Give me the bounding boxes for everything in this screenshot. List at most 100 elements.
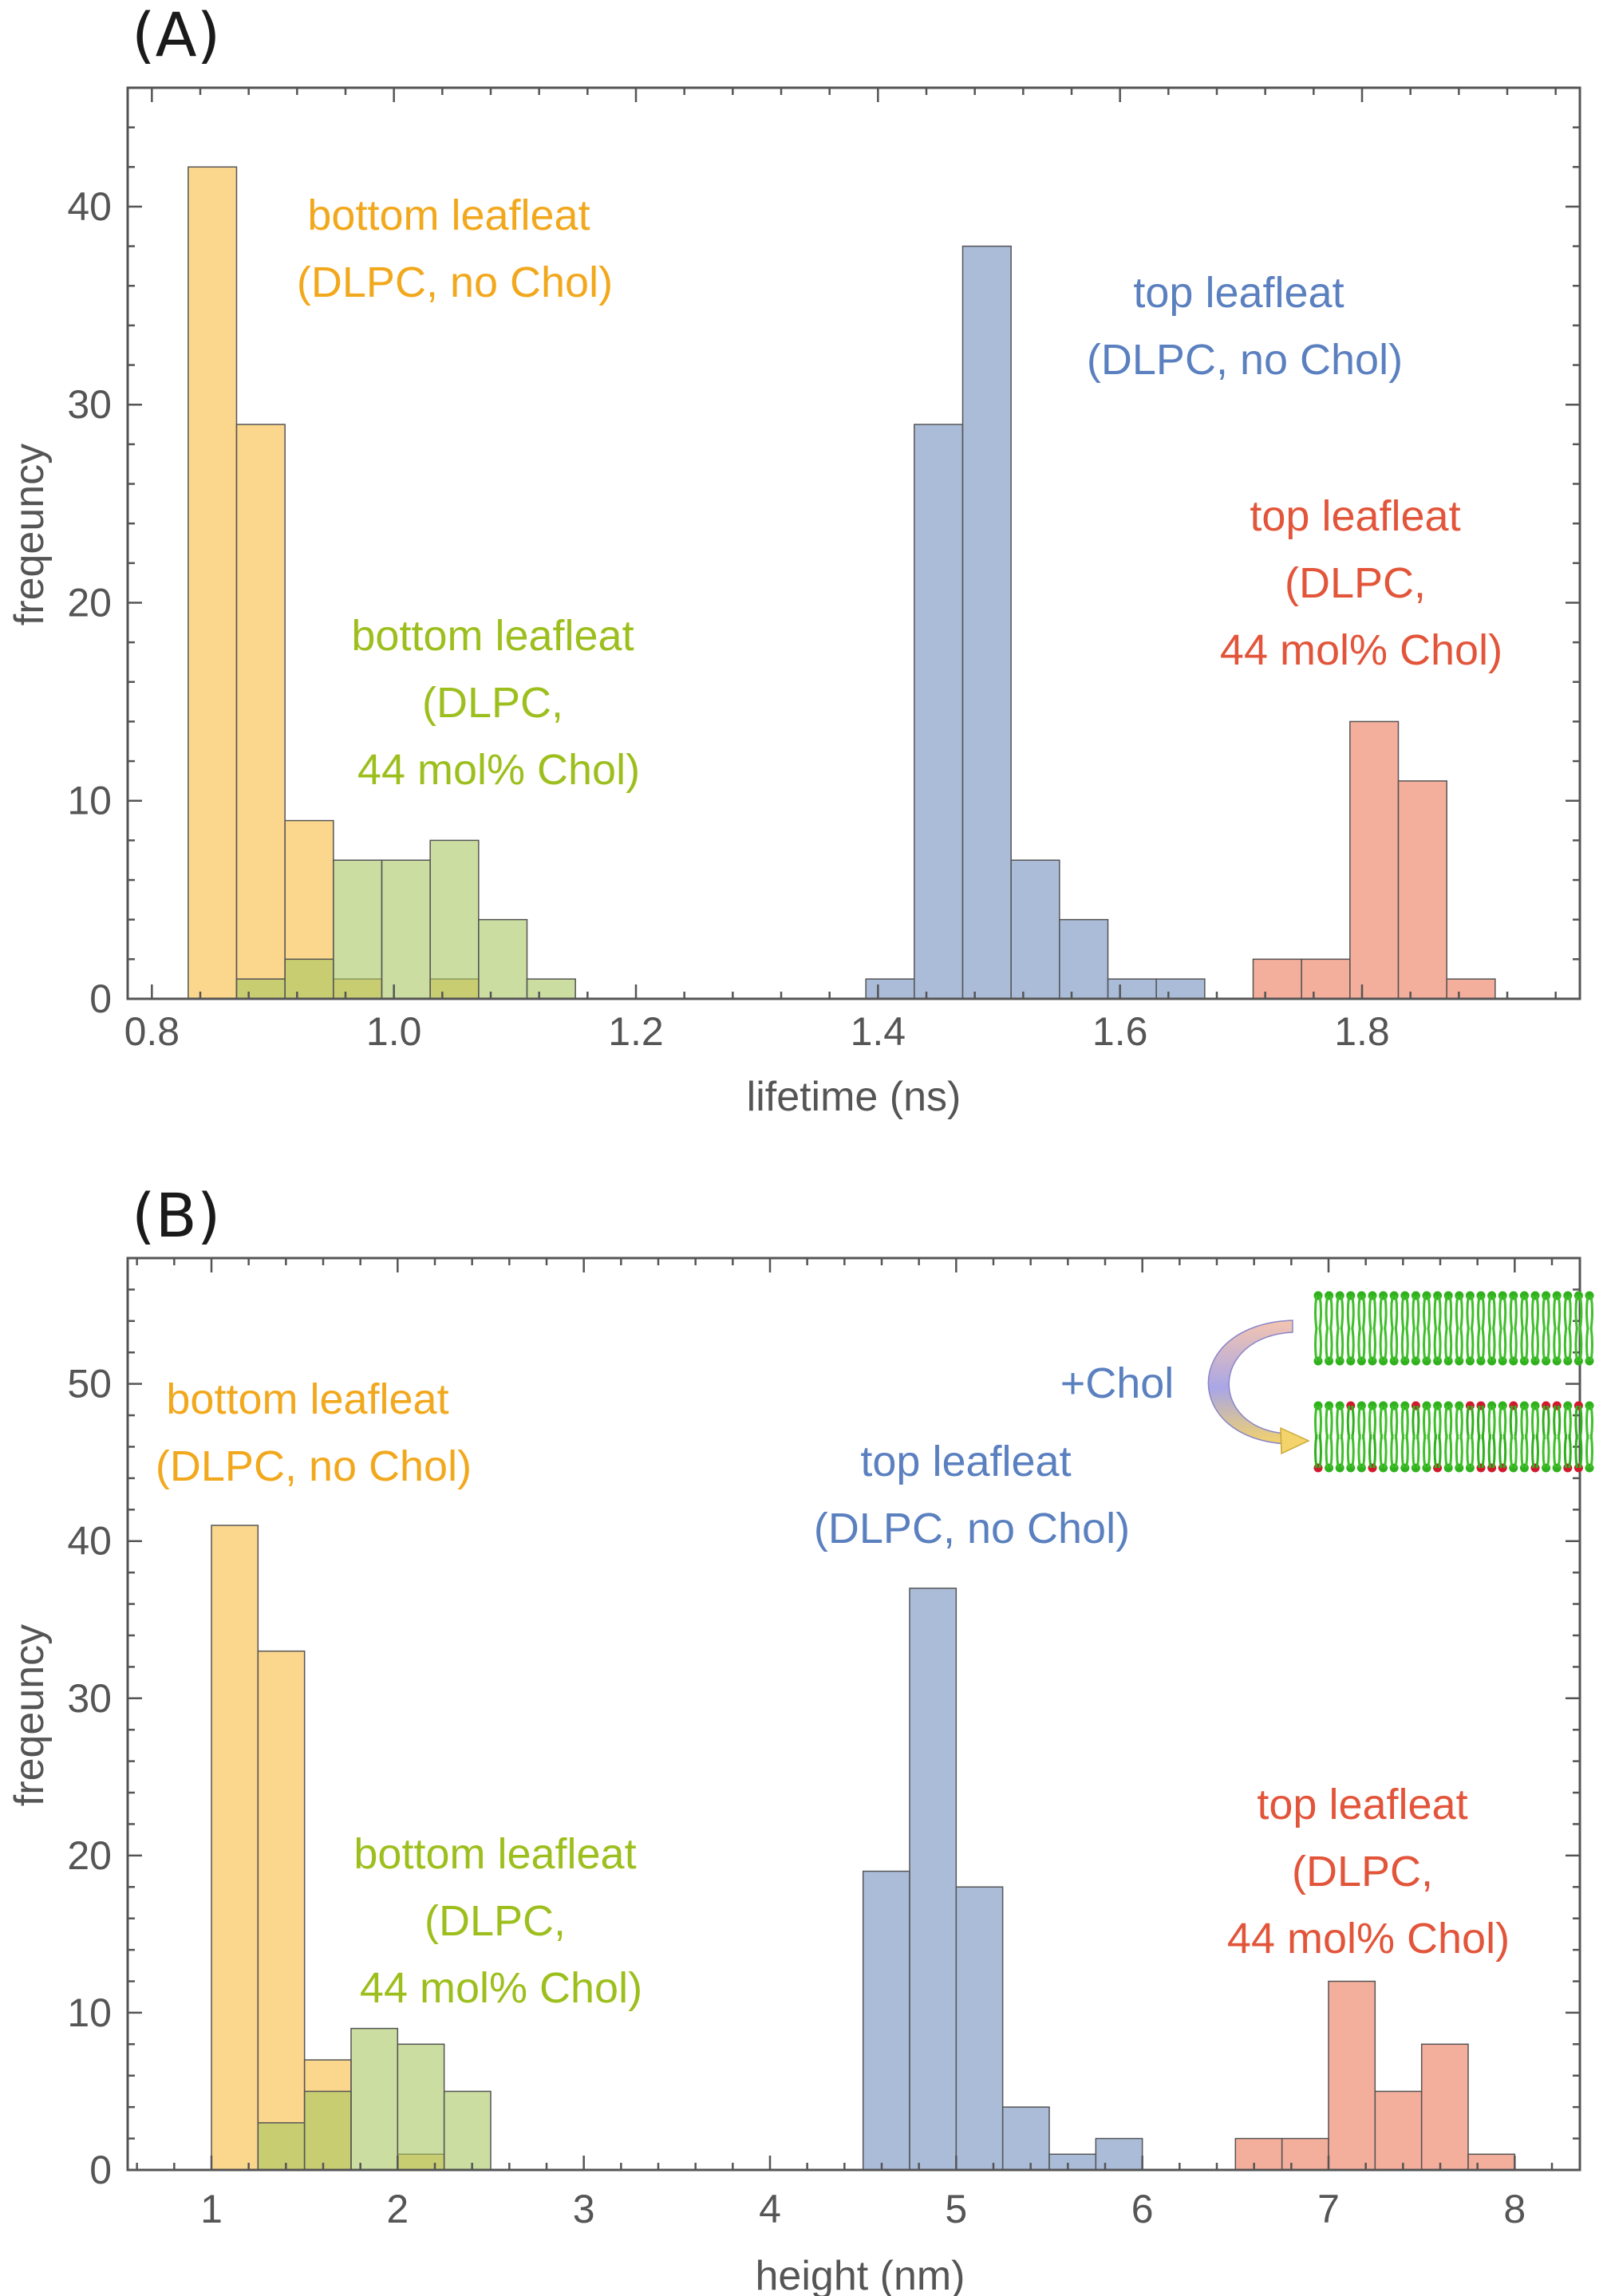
- histogram-bar: [284, 958, 334, 1000]
- lipid-tail: [1466, 1434, 1475, 1469]
- lipid-tail: [1542, 1434, 1550, 1469]
- lipid-tail: [1574, 1405, 1583, 1440]
- panel-b-bars: [211, 1525, 1516, 2171]
- lipid-tail: [1444, 1295, 1453, 1330]
- lipid-tail: [1400, 1327, 1409, 1362]
- lipid-tail: [1455, 1434, 1463, 1469]
- panel-b-annotation-orange: bottom leafleat (DLPC, no Chol): [156, 1375, 472, 1490]
- lipid-tail: [1346, 1434, 1355, 1469]
- lipid-tail: [1368, 1405, 1376, 1440]
- panel-a-annotation-blue: top leafleat (DLPC, no Chol): [1087, 269, 1403, 384]
- annotation-line: (DLPC,: [424, 1897, 566, 1945]
- panel-a-frame: [126, 86, 1581, 1000]
- histogram-bar: [1301, 958, 1351, 1000]
- annotation-line: bottom leafleat: [353, 1830, 636, 1878]
- panel-a-annotation-orange: bottom leafleat (DLPC, no Chol): [297, 191, 613, 306]
- histogram-bar: [1010, 859, 1060, 1000]
- lipid-tail: [1336, 1327, 1344, 1362]
- lipid-tail: [1553, 1295, 1562, 1330]
- histogram-bar: [1048, 2153, 1097, 2171]
- annotation-line: (DLPC,: [422, 679, 563, 727]
- x-tick-label: 0.8: [124, 1009, 180, 1054]
- annotation-line: 44 mol% Chol): [357, 746, 640, 794]
- lipid-tail: [1455, 1295, 1463, 1330]
- lipid-tail: [1400, 1405, 1409, 1440]
- lipid-tail: [1368, 1434, 1376, 1469]
- lipid-tail: [1412, 1295, 1420, 1330]
- lipid-tail: [1509, 1295, 1518, 1330]
- lipid-tail: [1553, 1327, 1562, 1362]
- histogram-bar: [235, 978, 286, 1000]
- histogram-bar: [1397, 780, 1447, 1000]
- y-tick-label: 20: [67, 1833, 112, 1878]
- panel-a-bars: [188, 166, 1496, 1000]
- histogram-bar: [1374, 2090, 1423, 2171]
- lipid-tail: [1466, 1295, 1475, 1330]
- histogram-bar: [257, 2122, 306, 2171]
- lipid-tail: [1412, 1405, 1420, 1440]
- lipid-tail: [1379, 1405, 1388, 1440]
- annotation-line: (DLPC, no Chol): [1087, 336, 1403, 384]
- lipid-tail: [1433, 1405, 1442, 1440]
- panel-b-ticks: 1 2 3 4 5 6 7 8 0 10 20 30 40 50: [67, 1256, 1580, 2231]
- histogram-bar: [443, 2090, 492, 2171]
- lipid-tail: [1346, 1295, 1355, 1330]
- lipid-tail: [1390, 1295, 1399, 1330]
- lipid-tail: [1466, 1405, 1475, 1440]
- membrane-with-chol-icon: [1313, 1401, 1594, 1473]
- histogram-bar: [1349, 720, 1400, 1000]
- histogram-bar: [909, 1588, 957, 2171]
- lipid-tail: [1531, 1295, 1539, 1330]
- annotation-line: top leafleat: [1133, 269, 1344, 317]
- lipid-tail: [1498, 1295, 1507, 1330]
- lipid-tail: [1542, 1405, 1550, 1440]
- panel-a-annotation-green: bottom leafleat (DLPC, 44 mol% Chol): [351, 612, 646, 794]
- annotation-line: (DLPC,: [1285, 559, 1426, 607]
- lipid-tail: [1498, 1327, 1507, 1362]
- annotation-line: bottom leafleat: [307, 191, 590, 239]
- lipid-tail: [1520, 1295, 1529, 1330]
- panel-b-annotation-green: bottom leafleat (DLPC, 44 mol% Chol): [353, 1830, 648, 2012]
- lipid-tail: [1553, 1434, 1562, 1469]
- membrane-inset: +Chol: [1060, 1291, 1594, 1473]
- lipid-tail: [1509, 1327, 1518, 1362]
- histogram-bar: [350, 2027, 399, 2171]
- y-tick-label: 30: [67, 382, 112, 427]
- panel-a-xlabel: lifetime (ns): [747, 1074, 961, 1120]
- histogram-bar: [235, 424, 286, 1000]
- lipid-tail: [1357, 1327, 1366, 1362]
- annotation-line: top leafleat: [1250, 492, 1460, 540]
- lipid-tail: [1487, 1327, 1496, 1362]
- lipid-tail: [1444, 1327, 1453, 1362]
- x-tick-label: 1.4: [851, 1009, 906, 1054]
- lipid-tail: [1520, 1434, 1529, 1469]
- y-tick-label: 30: [67, 1676, 112, 1721]
- annotation-line: 44 mol% Chol): [1220, 626, 1502, 674]
- arrow-head-icon: [1280, 1426, 1310, 1455]
- lipid-tail: [1477, 1327, 1485, 1362]
- lipid-tail: [1423, 1434, 1431, 1469]
- histogram-bar: [862, 1870, 910, 2171]
- annotation-line: 44 mol% Chol): [1227, 1915, 1510, 1963]
- lipid-tail: [1455, 1327, 1463, 1362]
- x-tick-label: 4: [759, 2187, 781, 2231]
- lipid-tail: [1542, 1327, 1550, 1362]
- lipid-tail: [1346, 1405, 1355, 1440]
- annotation-line: bottom leafleat: [166, 1375, 448, 1423]
- y-tick-label: 0: [89, 2148, 112, 2192]
- lipid-tail: [1336, 1295, 1344, 1330]
- lipid-tail: [1553, 1405, 1562, 1440]
- lipid-tail: [1379, 1434, 1388, 1469]
- lipid-tail: [1400, 1295, 1409, 1330]
- lipid-tail: [1563, 1327, 1572, 1362]
- y-tick-label: 10: [67, 779, 112, 823]
- histogram-bar: [381, 859, 431, 1000]
- panel-a-annotation-red: top leafleat (DLPC, 44 mol% Chol): [1220, 492, 1502, 674]
- lipid-tail: [1498, 1405, 1507, 1440]
- histogram-bar: [478, 918, 528, 1000]
- lipid-tail: [1444, 1405, 1453, 1440]
- lipid-tail: [1368, 1327, 1376, 1362]
- x-tick-label: 1: [200, 2187, 223, 2231]
- lipid-tail: [1412, 1434, 1420, 1469]
- annotation-line: top leafleat: [1257, 1781, 1467, 1829]
